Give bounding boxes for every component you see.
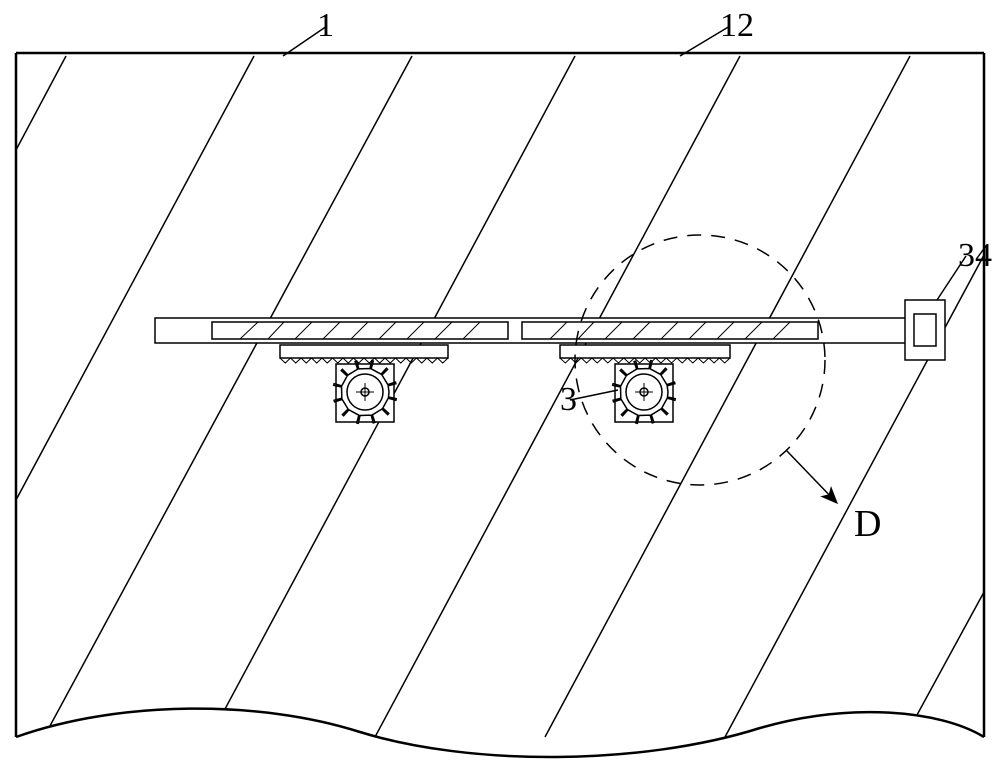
gears [334, 361, 676, 424]
label-3: 3 [560, 381, 577, 418]
detail-arrow-D [786, 450, 836, 502]
label-12: 12 [720, 7, 754, 44]
label-1: 1 [317, 7, 334, 44]
cross-section-hatch [16, 56, 984, 737]
motor-box [905, 300, 945, 360]
rod-assembly [155, 318, 906, 363]
leader-line [570, 390, 618, 400]
section-frame [16, 53, 984, 757]
label-34: 34 [958, 237, 992, 274]
callouts: 1 12 34 3 D [283, 7, 992, 545]
label-D: D [854, 503, 881, 545]
